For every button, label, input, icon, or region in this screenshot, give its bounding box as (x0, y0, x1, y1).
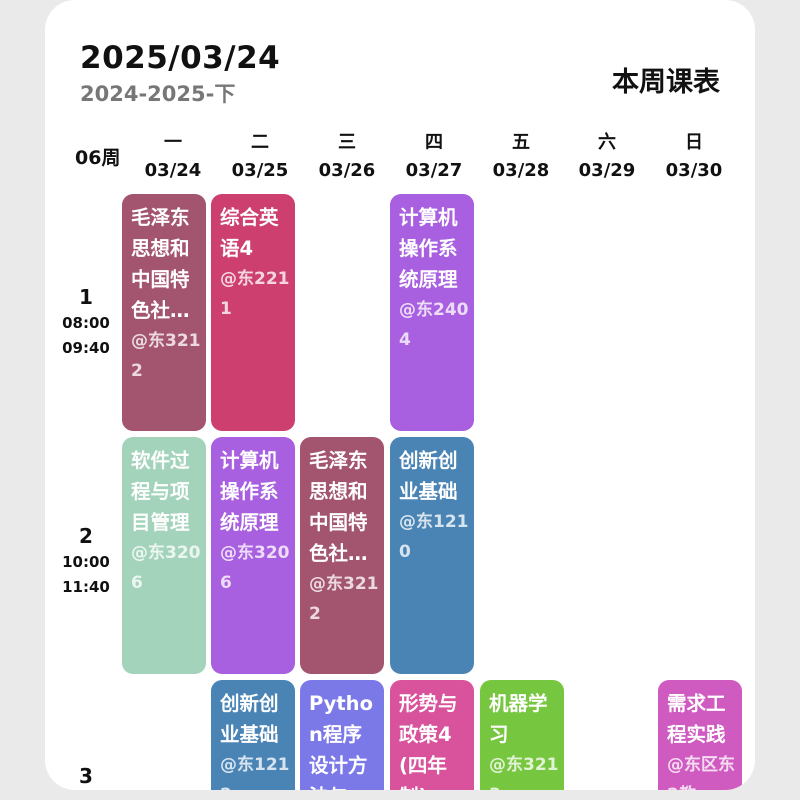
course-card[interactable]: 机器学习 @东3213 (480, 680, 564, 790)
period-start: 10:00 (62, 553, 110, 571)
day-name: 日 (685, 132, 703, 153)
course-card[interactable]: 毛泽东思想和中国特色社会主义理论体系概论 @东3212 (122, 194, 206, 431)
day-header-sun: 日 03/30 (654, 132, 734, 186)
course-card[interactable]: 创新创业基础 @东1212 (211, 680, 295, 790)
course-card[interactable]: 计算机操作系统原理 @东2404 (390, 194, 474, 431)
day-name: 六 (598, 132, 616, 153)
period-number: 3 (79, 764, 93, 788)
course-name: 综合英语4 (220, 206, 279, 260)
course-room: @东1210 (399, 512, 469, 562)
day-name: 二 (251, 132, 269, 153)
course-name: 机器学习 (489, 692, 548, 746)
period-label-3: 3 (55, 762, 117, 790)
course-name: 创新创业基础 (399, 449, 458, 503)
day-header-fri: 五 03/28 (481, 132, 561, 186)
course-name: 需求工程实践 (667, 692, 726, 746)
week-number[interactable]: 06周 (75, 147, 121, 169)
course-room: @东2404 (399, 300, 469, 350)
course-name: 计算机操作系统原理 (399, 206, 458, 291)
course-name: 创新创业基础 (220, 692, 279, 746)
course-room: @东1212 (220, 755, 290, 790)
course-name: 计算机操作系统原理 (220, 449, 279, 534)
period-start: 08:00 (62, 314, 110, 332)
course-name: 形势与政策4(四年制) (399, 692, 458, 790)
day-header-thu: 四 03/27 (394, 132, 474, 186)
day-name: 五 (512, 132, 530, 153)
course-card[interactable]: 软件过程与项目管理 @东3206 (122, 437, 206, 674)
course-name: 毛泽东思想和中国特色社会主义理论体系概论 (309, 449, 368, 565)
course-card[interactable]: Python程序设计方法与实践 (300, 680, 384, 790)
course-name: 软件过程与项目管理 (131, 449, 190, 534)
course-name: 毛泽东思想和中国特色社会主义理论体系概论 (131, 206, 190, 322)
course-room: @东3212 (131, 331, 201, 381)
day-header-sat: 六 03/29 (567, 132, 647, 186)
period-number: 1 (79, 285, 93, 309)
day-date: 03/29 (578, 160, 636, 181)
day-name: 三 (338, 132, 356, 153)
day-name: 四 (425, 132, 443, 153)
day-date: 03/26 (318, 160, 376, 181)
course-name: Python程序设计方法与实践 (309, 692, 373, 790)
day-date: 03/24 (144, 160, 202, 181)
page-title: 本周课表 (612, 67, 720, 98)
course-room: @东3213 (489, 755, 559, 790)
day-header-mon: 一 03/24 (133, 132, 213, 186)
period-label-2: 2 10:00 11:40 (55, 522, 117, 600)
course-card[interactable]: 计算机操作系统原理 @东3206 (211, 437, 295, 674)
day-date: 03/25 (231, 160, 289, 181)
course-room: @东3206 (220, 543, 290, 593)
course-room: @东2211 (220, 269, 290, 319)
day-name: 一 (164, 132, 182, 153)
day-date: 03/30 (665, 160, 723, 181)
course-room: @东区东2教 (667, 755, 735, 790)
period-end: 09:40 (62, 339, 110, 357)
course-room: @东3206 (131, 543, 201, 593)
course-card[interactable]: 毛泽东思想和中国特色社会主义理论体系概论 @东3212 (300, 437, 384, 674)
semester-label: 2024-2025-下 (80, 82, 236, 106)
course-room: @东3212 (309, 574, 379, 624)
day-header-tue: 二 03/25 (220, 132, 300, 186)
day-date: 03/28 (492, 160, 550, 181)
day-header-wed: 三 03/26 (307, 132, 387, 186)
day-date: 03/27 (405, 160, 463, 181)
course-card[interactable]: 综合英语4 @东2211 (211, 194, 295, 431)
course-card[interactable]: 创新创业基础 @东1210 (390, 437, 474, 674)
period-end: 11:40 (62, 578, 110, 596)
period-label-1: 1 08:00 09:40 (55, 283, 117, 361)
period-number: 2 (79, 524, 93, 548)
schedule-card: 2025/03/24 2024-2025-下 本周课表 06周 一 03/24 … (45, 0, 755, 790)
course-card[interactable]: 形势与政策4(四年制) (390, 680, 474, 790)
current-date: 2025/03/24 (80, 40, 281, 76)
course-card[interactable]: 需求工程实践 @东区东2教 (658, 680, 742, 790)
